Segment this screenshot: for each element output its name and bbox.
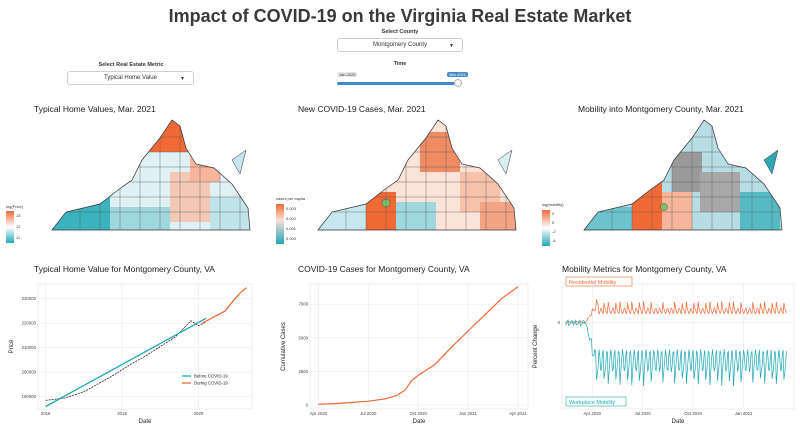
map1-legend-tick: 11 [16,235,21,240]
y-tick-label: 220000 [22,321,37,326]
x-tick-label: Jan 2021 [459,411,477,416]
chevron-down-icon: ▼ [180,76,185,82]
x-axis-label: Date [413,419,426,425]
time-slider-label: Time [393,61,407,67]
map1-legend-bar [6,211,14,243]
map3-legend-tick: -2 [552,229,556,234]
annotation-residential-mobility: Residential Mobility [569,280,617,286]
map3-legend-bar [542,210,550,246]
map3-legend-tick: 0 [552,220,555,225]
y-tick-label: 200000 [22,370,37,375]
map3-legend-tick: 2 [552,211,555,216]
map3-legend-title: log(mobility) [542,202,564,207]
y-axis-label: Price [9,339,15,353]
series-line-zillow-index [45,320,207,401]
x-tick-label: Jan 2021 [735,411,753,416]
plot-panel [561,283,795,410]
time-slider[interactable]: Jan 2020 Mar 2021 [337,72,468,92]
chart2-title: COVID-19 Cases for Montgomery County, VA [298,264,470,274]
x-tick-label: Apr 2020 [584,411,602,416]
map2-legend: cases per capita 0.003 0.002 0.001 0.000 [276,196,306,244]
county-select[interactable]: Montgomery County ▼ [337,38,463,52]
map3-virginia [583,119,783,231]
chevron-down-icon: ▼ [449,43,454,49]
y-axis-label: Cumulative Cases [281,322,287,371]
annotation-box-workplace [565,396,627,407]
x-axis-label: Date [139,419,152,425]
time-slider-min-label: Jan 2020 [337,72,358,77]
time-slider-track [337,82,459,85]
y-tick-label: 230000 [22,296,37,301]
map3-legend-tick: -4 [552,238,556,243]
map1-legend-tick: 12 [16,224,21,229]
maps-area: log(Price) 13 12 11 cases per capita 0.0… [6,119,783,246]
x-tick-label: Jul 2020 [360,411,377,416]
y-tick-label: 0 [306,402,309,407]
map2-title: New COVID-19 Cases, Mar. 2021 [298,104,426,114]
map2-legend-tick: 0.001 [286,226,297,231]
chart1-title: Typical Home Value for Montgomery County… [34,264,215,274]
map1-virginia [51,119,251,231]
legend-label: During COVID-19 [194,381,228,386]
x-tick-label: Jul 2020 [635,411,652,416]
series-line-workplace-mobility [565,318,787,387]
chart3-title: Mobility Metrics for Montgomery County, … [562,264,727,274]
time-slider-max-label: Mar 2021 [447,72,468,77]
y-tick-label: 7500 [298,302,308,307]
series-line-during-covid-19 [201,287,247,324]
map3-title: Mobility into Montgomery County, Mar. 20… [578,104,744,114]
x-tick-label: 2018 [117,411,127,416]
map3-legend: log(mobility) 2 0 -2 -4 [542,202,564,246]
metric-select-label: Select Real Estate Metric [98,62,164,68]
annotation-workplace-mobility: Workplace Mobility [569,400,615,406]
map1-legend: log(Price) 13 12 11 [6,204,24,243]
series-line-residential-mobility [565,299,787,324]
y-tick-label: 2500 [298,369,308,374]
chart2-covid-cases: 0 2500 5000 7500 Apr 2020 Jul 2020 Oct 2020 Jan… [281,283,529,425]
time-slider-handle[interactable] [454,79,462,87]
x-tick-label: 2016 [41,411,51,416]
plot-panel [309,283,529,410]
map2-virginia [317,119,517,231]
series-line-cumulative-cases [318,286,519,405]
metric-select-value: Typical Home Value [104,75,157,81]
map2-legend-tick: 0.002 [286,216,297,221]
map2-legend-bar [276,204,284,244]
series-line-before-covid-19 [45,317,207,408]
y-tick-label: 210000 [22,345,37,350]
x-tick-label: 2020 [194,411,204,416]
y-tick-label: 190000 [22,394,37,399]
x-tick-label: Apr 2021 [509,411,527,416]
map2-legend-tick: 0.000 [286,236,297,241]
county-select-value: Montgomery County [372,42,428,48]
x-tick-label: Oct 2020 [409,411,427,416]
x-tick-label: Apr 2020 [310,411,328,416]
plot-panel [37,283,253,410]
map1-title: Typical Home Values, Mar. 2021 [34,104,156,114]
map1-legend-tick: 13 [16,213,21,218]
map2-legend-title: cases per capita [276,196,306,201]
map1-legend-title: log(Price) [6,204,24,209]
chart1-home-value: 190000 200000 210000 220000 230000 2016 2018 20… [9,283,253,425]
map2-legend-tick: 0.003 [286,206,297,211]
x-tick-label: Oct 2020 [684,411,702,416]
y-axis-label: Percent Change [533,324,539,368]
y-tick-label: 5000 [298,335,308,340]
legend-label: Before COVID-19 [194,374,228,379]
chart3-mobility: 0 Apr 2020 Jul 2020 Oct 2020 Jan 2021 Date Per… [533,276,795,425]
y-tick-label: 0 [558,320,561,325]
annotation-box-residential [565,276,633,287]
county-select-label: Select County [381,29,419,35]
x-axis-label: Date [672,419,685,425]
page-title: Impact of COVID-19 on the Virginia Real … [168,6,632,26]
metric-select[interactable]: Typical Home Value ▼ [67,71,194,85]
